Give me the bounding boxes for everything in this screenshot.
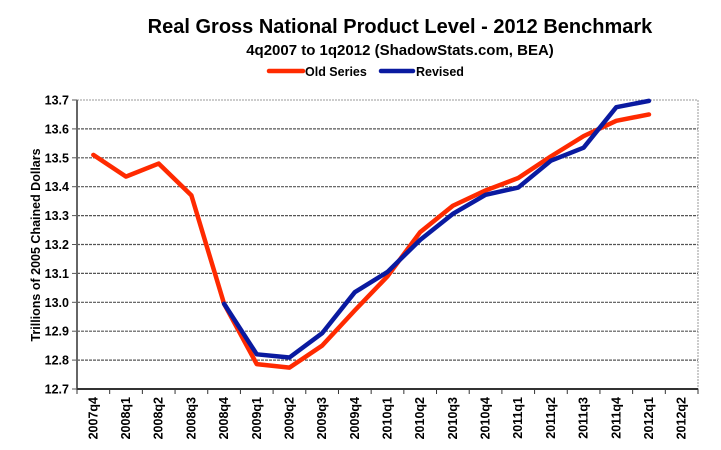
legend: Old Series Revised <box>266 65 464 79</box>
y-tick-label: 13.5 <box>45 151 69 165</box>
series-lines <box>91 98 652 370</box>
chart-subtitle: 4q2007 to 1q2012 (ShadowStats.com, BEA) <box>246 42 554 59</box>
x-tick-label: 2010q2 <box>413 397 427 439</box>
y-tick-label: 13.3 <box>45 209 69 223</box>
series-line-old-series <box>91 112 652 370</box>
y-axis-label: Trillions of 2005 Chained Dollars <box>29 148 43 341</box>
x-tick-label: 2008q2 <box>152 397 166 439</box>
x-tick-label: 2011q2 <box>544 397 558 439</box>
x-tick-label: 2008q1 <box>119 397 133 439</box>
y-tick-label: 13.0 <box>45 296 69 310</box>
y-tick-label: 13.4 <box>45 180 69 194</box>
x-tick-label: 2012q1 <box>642 397 656 439</box>
x-tick-label: 2010q3 <box>446 397 460 439</box>
y-tick-label: 13.6 <box>45 122 69 136</box>
x-tick-label: 2009q3 <box>315 397 329 439</box>
x-tick-label: 2011q4 <box>609 397 623 439</box>
x-axis-ticks: 2007q4 2008q1 2008q2 2008q3 2008q4 2009q1 2009… <box>76 389 699 439</box>
x-tick-label: 2011q1 <box>511 397 525 439</box>
legend-label-old-series: Old Series <box>305 65 367 79</box>
chart-title: Real Gross National Product Level - 2012… <box>148 16 654 38</box>
y-tick-label: 13.2 <box>45 238 69 252</box>
x-tick-label: 2012q2 <box>675 397 689 439</box>
x-tick-label: 2010q1 <box>381 397 395 439</box>
legend-label-revised: Revised <box>416 65 464 79</box>
x-tick-label: 2008q4 <box>217 397 231 439</box>
y-tick-label: 12.7 <box>45 383 69 397</box>
x-tick-label: 2009q4 <box>348 397 362 439</box>
y-tick-label: 12.9 <box>45 325 69 339</box>
y-axis-ticks: 12.7 12.8 12.9 13.0 13.1 13.2 13.3 13.4 13.5 13.6… <box>45 94 77 397</box>
y-tick-label: 12.8 <box>45 354 69 368</box>
y-tick-label: 13.7 <box>45 94 69 108</box>
y-tick-label: 13.1 <box>45 267 69 281</box>
x-tick-label: 2007q4 <box>86 397 100 439</box>
gridlines <box>77 128 698 361</box>
x-tick-label: 2008q3 <box>184 397 198 439</box>
x-tick-label: 2009q1 <box>250 397 264 439</box>
x-tick-label: 2009q2 <box>282 397 296 439</box>
x-tick-label: 2011q3 <box>577 397 591 439</box>
series-line-revised <box>221 98 652 360</box>
x-tick-label: 2010q4 <box>479 397 493 439</box>
